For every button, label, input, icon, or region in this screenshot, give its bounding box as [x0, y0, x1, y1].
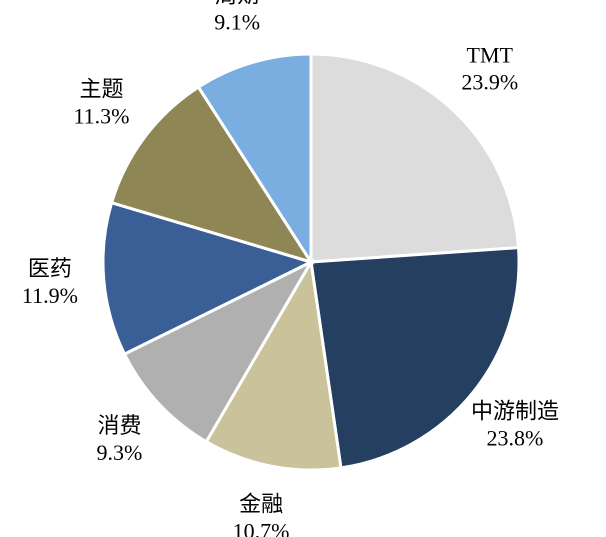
pie-slice	[122, 258, 315, 444]
slice-value-label: 23.9%	[461, 69, 518, 94]
slice-label: 消费	[97, 413, 141, 438]
slice-label: 主题	[79, 77, 123, 102]
slice-value-label: 9.1%	[214, 10, 260, 35]
slice-value-label: 9.3%	[97, 440, 143, 465]
slice-value-label: 11.3%	[73, 104, 129, 129]
slice-label: 医药	[28, 256, 72, 281]
pie-slice	[109, 85, 315, 265]
slice-value-label: 23.8%	[487, 426, 544, 451]
pie-slice	[196, 52, 313, 268]
slice-label: 金融	[239, 491, 283, 516]
slice-label: 周期	[215, 0, 259, 8]
pie-slice	[101, 200, 316, 357]
pie-slice	[204, 257, 343, 472]
slice-label: TMT	[467, 42, 514, 67]
slice-value-label: 11.9%	[22, 283, 78, 308]
slice-label: 中游制造	[471, 399, 559, 424]
pie-slice	[309, 52, 521, 264]
pie-slice	[309, 246, 521, 470]
slice-value-label: 10.7%	[233, 518, 290, 537]
